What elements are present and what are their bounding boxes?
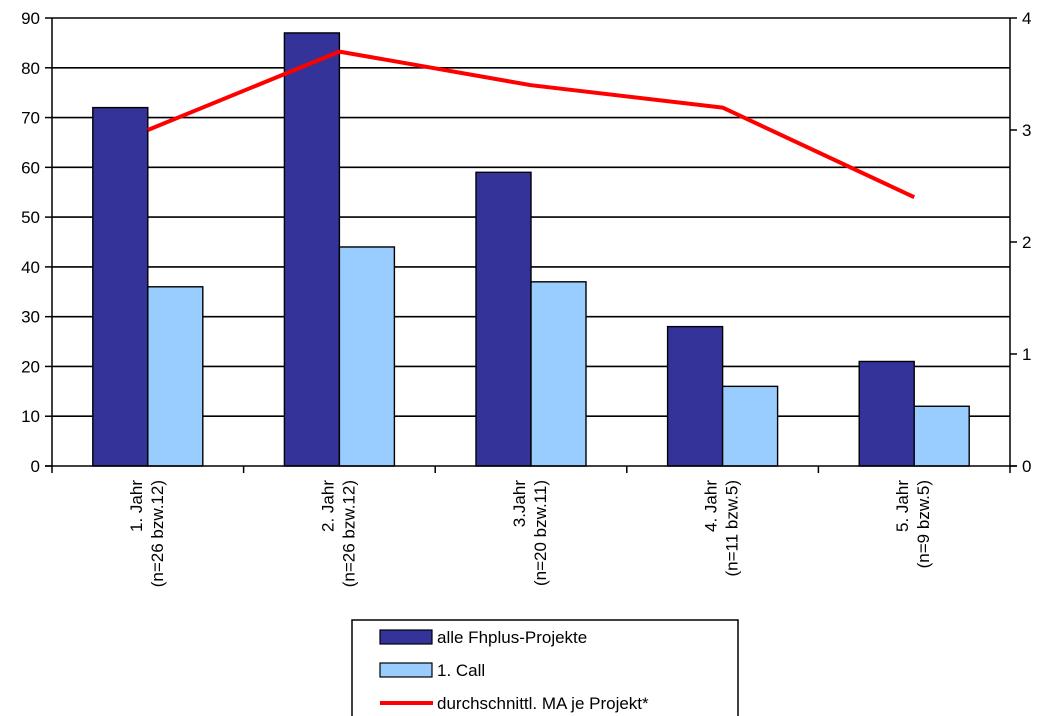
x-tick-label-line: (n=26 bzw.12) [339, 480, 358, 587]
legend-label: alle Fhplus-Projekte [437, 628, 587, 647]
y-left-tick-label: 80 [21, 59, 40, 78]
legend-swatch [379, 629, 433, 645]
x-tick-label: 2. Jahr (n=26 bzw.12) [318, 480, 358, 588]
x-tick-label: 3.Jahr (n=20 bzw.11) [510, 480, 550, 586]
x-tick-label-line: 1. Jahr [127, 480, 146, 532]
x-tick-label-line: (n=26 bzw.12) [148, 480, 167, 587]
x-tick-label: 4. Jahr (n=11 bzw.5) [702, 480, 742, 577]
y-left-tick-label: 20 [21, 357, 40, 376]
y-right-tick-label: 0 [1022, 457, 1031, 476]
x-tick-label-line: 3.Jahr [510, 480, 529, 528]
y-right-tick-label: 2 [1022, 233, 1031, 252]
x-tick-label-line: (n=11 bzw.5) [723, 480, 742, 577]
y-left-tick-label: 40 [21, 258, 40, 277]
bar [475, 171, 532, 467]
series-line [147, 49, 916, 200]
x-tick-label: 1. Jahr (n=26 bzw.12) [127, 480, 167, 588]
y-left-tick-label: 30 [21, 308, 40, 327]
legend-label: durchschnittl. MA je Projekt* [437, 694, 649, 713]
x-tick-label-line: (n=20 bzw.11) [531, 480, 550, 586]
bar [338, 246, 396, 467]
y-right-tick-label: 4 [1022, 9, 1031, 28]
legend-label: 1. Call [437, 661, 485, 680]
x-tick-label-line: 2. Jahr [318, 480, 337, 532]
bar [858, 360, 915, 467]
y-left-tick-label: 60 [21, 158, 40, 177]
bar [530, 281, 587, 467]
x-tick-label-line: 5. Jahr [893, 480, 912, 532]
bar [913, 405, 970, 467]
x-tick-label-line: (n=9 bzw.5) [914, 480, 933, 568]
y-left-tick-label: 90 [21, 9, 40, 28]
y-right-tick-label: 3 [1022, 121, 1031, 140]
y-left-tick-label: 70 [21, 109, 40, 128]
x-tick-label-line: 4. Jahr [702, 480, 721, 532]
x-tick-label: 5. Jahr (n=9 bzw.5) [893, 480, 933, 569]
bar [92, 106, 149, 467]
y-right-tick-label: 1 [1022, 345, 1031, 364]
bar [721, 385, 779, 467]
legend-swatch [379, 662, 433, 678]
bar [283, 32, 341, 467]
y-left-tick-label: 50 [21, 208, 40, 227]
bar [147, 286, 204, 467]
bar [666, 325, 724, 467]
y-left-tick-label: 10 [21, 407, 40, 426]
y-left-tick-label: 0 [31, 457, 40, 476]
